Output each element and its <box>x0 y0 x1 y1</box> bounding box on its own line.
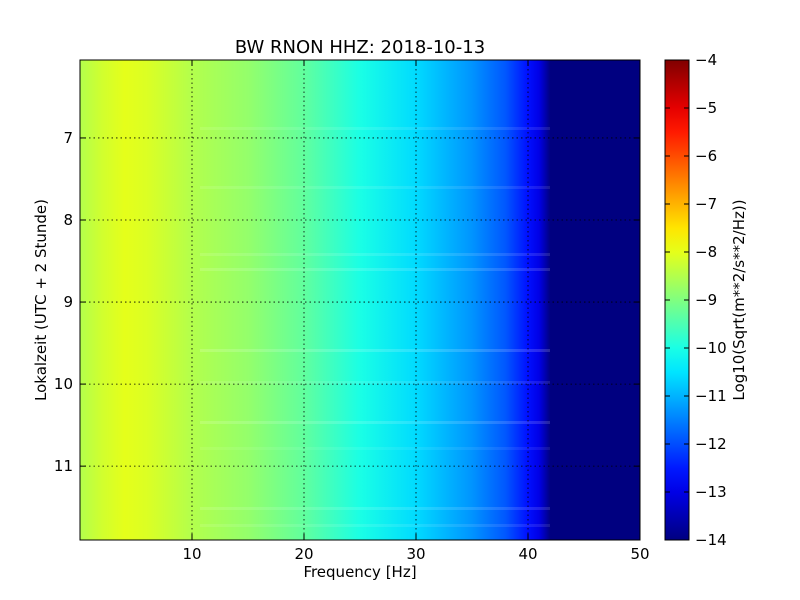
plot-area <box>80 60 640 540</box>
colorbar-label: Log10(Sqrt(m**2/s**2/Hz)) <box>730 199 748 400</box>
colorbar-tick-label: −5 <box>695 99 717 117</box>
colorbar-tick-label: −11 <box>695 387 727 405</box>
colorbar-tick-label: −10 <box>695 339 727 357</box>
colorbar-tick-label: −12 <box>695 435 727 453</box>
spectrogram-streak <box>200 349 550 352</box>
colorbar-tick-label: −4 <box>695 51 717 69</box>
y-tick-label: 7 <box>63 129 73 147</box>
spectrogram-streak <box>200 381 550 384</box>
plot-frame <box>79 59 641 541</box>
colorbar-tick-label: −13 <box>695 483 727 501</box>
chart-title: BW RNON HHZ: 2018-10-13 <box>235 37 485 58</box>
colorbar-tick-label: −6 <box>695 147 717 165</box>
y-axis-label: Lokalzeit (UTC + 2 Stunde) <box>32 199 50 401</box>
x-tick-label: 20 <box>294 545 313 563</box>
spectrogram-streak <box>200 253 550 256</box>
x-tick-label: 10 <box>182 545 201 563</box>
spectrogram-streak <box>200 268 550 271</box>
y-tick-label: 10 <box>54 375 73 393</box>
x-tick-label: 40 <box>518 545 537 563</box>
spectrogram-streak <box>200 421 550 424</box>
x-tick-label: 50 <box>630 545 649 563</box>
spectrogram-streak <box>200 186 550 189</box>
spectrogram-streak <box>200 127 550 130</box>
x-axis-label: Frequency [Hz] <box>303 563 416 581</box>
colorbar-tick-label: −8 <box>695 243 717 261</box>
colorbar-tick-label: −9 <box>695 291 717 309</box>
x-tick-label: 30 <box>406 545 425 563</box>
y-tick-label: 9 <box>63 293 73 311</box>
spectrogram-streak <box>200 524 550 527</box>
y-tick-label: 8 <box>63 211 73 229</box>
spectrogram-streak <box>200 447 550 450</box>
colorbar-tick-label: −7 <box>695 195 717 213</box>
y-tick-label: 11 <box>54 457 73 475</box>
spectrogram-streak <box>200 507 550 510</box>
colorbar-tick-label: −14 <box>695 531 727 549</box>
spectrogram-image <box>80 60 640 540</box>
